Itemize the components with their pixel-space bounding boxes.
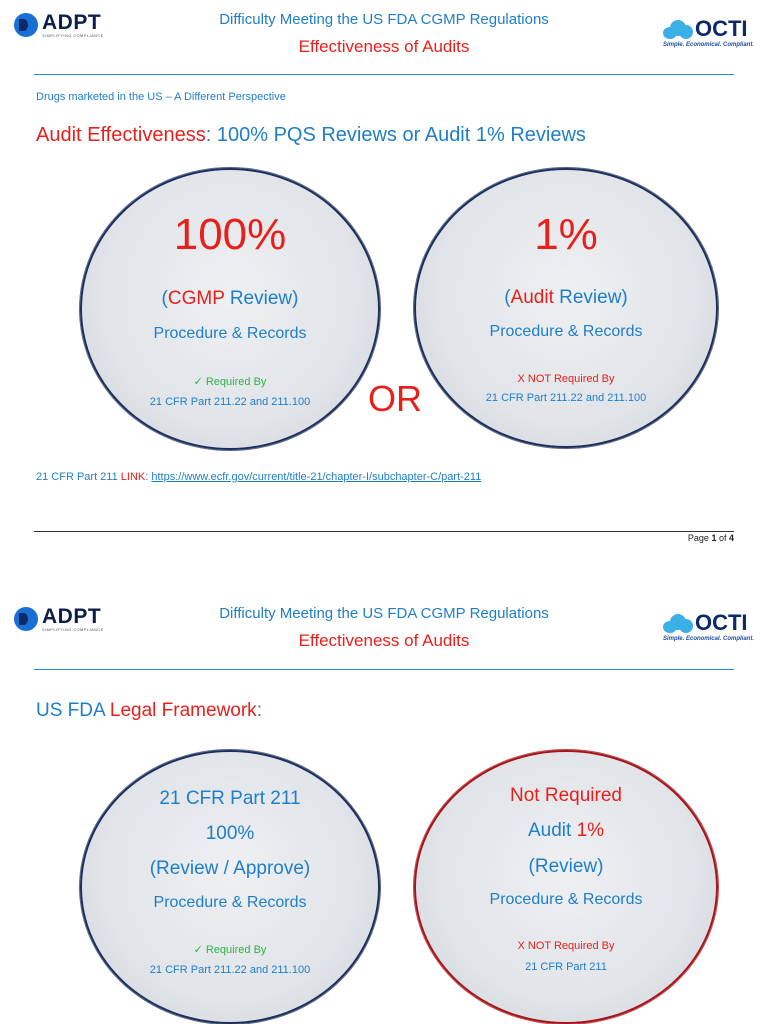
not-required-audit-circle: Not Required Audit 1% (Review) Procedure… bbox=[414, 750, 718, 1024]
octi-logo-name: OCTI bbox=[694, 610, 748, 635]
octi-logo-name: OCTI bbox=[694, 16, 748, 41]
adpt-logo-name: ADPT bbox=[42, 11, 102, 34]
header-title-line2: Effectiveness of Audits bbox=[298, 37, 470, 56]
page-heading: Audit Effectiveness: 100% PQS Reviews or… bbox=[36, 124, 586, 147]
cfr-part-211-circle: 21 CFR Part 211 100% (Review / Approve) … bbox=[80, 750, 380, 1024]
check-icon: ✓ bbox=[193, 376, 203, 388]
ecfr-link[interactable]: https://www.ecfr.gov/current/title-21/ch… bbox=[151, 471, 482, 483]
cfr-link-line: 21 CFR Part 211 LINK: https://www.ecfr.g… bbox=[36, 471, 482, 483]
header-divider bbox=[34, 74, 734, 75]
circle-review-label: (CGMP Review) bbox=[161, 288, 299, 309]
cgmp-review-circle: 100% (CGMP Review) Procedure & Records ✓… bbox=[80, 168, 380, 450]
octi-logo-tagline: Simple. Economical. Compliant. bbox=[662, 42, 754, 48]
circle-procedure-records: Procedure & Records bbox=[153, 894, 307, 911]
circle-required-by: ✓ Required By bbox=[193, 376, 267, 388]
or-text: OR bbox=[368, 378, 422, 419]
check-icon: ✓ bbox=[193, 944, 203, 956]
circle-procedure-records: Procedure & Records bbox=[153, 325, 307, 342]
header-divider bbox=[34, 669, 734, 670]
circle-line-3: (Review) bbox=[528, 856, 604, 877]
circle-line-2: 100% bbox=[205, 823, 255, 844]
circle-big-percent: 1% bbox=[534, 210, 598, 259]
document-page-1: ADPT SIMPLIFYING COMPLIANCE Difficulty M… bbox=[14, 11, 754, 543]
header-title-line1: Difficulty Meeting the US FDA CGMP Regul… bbox=[219, 605, 549, 622]
circle-not-required-by: X NOT Required By bbox=[517, 373, 615, 385]
circle-line-3: (Review / Approve) bbox=[149, 858, 311, 879]
page-heading: US FDA Legal Framework: bbox=[36, 700, 262, 721]
octi-logo: OCTI Simple. Economical. Compliant. bbox=[662, 16, 754, 48]
circle-cfr-reference: 21 CFR Part 211 bbox=[525, 961, 607, 973]
circle-big-percent: 100% bbox=[173, 210, 287, 259]
circle-review-label: (Audit Review) bbox=[504, 287, 628, 308]
link-label: LINK bbox=[120, 471, 146, 483]
circle-line-2: Audit 1% bbox=[527, 820, 605, 841]
adpt-logo-icon bbox=[14, 607, 38, 631]
circle-line-1: 21 CFR Part 211 bbox=[159, 788, 301, 809]
page-number: Page 1 of 4 bbox=[687, 533, 734, 543]
footer-divider bbox=[34, 531, 734, 532]
document-page-2: ADPT SIMPLIFYING COMPLIANCE Difficulty M… bbox=[0, 592, 768, 1024]
heading-blue-part: 100% PQS Reviews or Audit 1% Reviews bbox=[211, 124, 586, 146]
heading-red-part: Audit Effectiveness bbox=[36, 124, 206, 146]
cloud-icon bbox=[662, 19, 693, 39]
circle-cfr-reference: 21 CFR Part 211.22 and 211.100 bbox=[149, 964, 311, 976]
circle-procedure-records: Procedure & Records bbox=[489, 891, 643, 908]
header-title-line2: Effectiveness of Audits bbox=[298, 631, 470, 650]
circle-cfr-reference: 21 CFR Part 211.22 and 211.100 bbox=[485, 392, 647, 404]
page-subtitle: Drugs marketed in the US – A Different P… bbox=[36, 91, 286, 103]
cloud-icon bbox=[662, 613, 693, 633]
adpt-logo-icon bbox=[14, 13, 38, 37]
circle-procedure-records: Procedure & Records bbox=[489, 323, 643, 340]
adpt-logo-tagline: SIMPLIFYING COMPLIANCE bbox=[42, 33, 104, 38]
audit-review-circle: 1% (Audit Review) Procedure & Records X … bbox=[414, 168, 718, 448]
adpt-logo: ADPT SIMPLIFYING COMPLIANCE bbox=[14, 606, 104, 632]
heading-colon: : bbox=[205, 124, 212, 146]
circle-line-1: Not Required bbox=[510, 785, 622, 806]
circle-not-required-by: X NOT Required By bbox=[517, 940, 615, 952]
header-title-line1: Difficulty Meeting the US FDA CGMP Regul… bbox=[219, 11, 549, 28]
adpt-logo-name: ADPT bbox=[42, 605, 102, 628]
circle-cfr-reference: 21 CFR Part 211.22 and 211.100 bbox=[149, 396, 311, 408]
adpt-logo: ADPT SIMPLIFYING COMPLIANCE bbox=[14, 12, 104, 38]
adpt-logo-tagline: SIMPLIFYING COMPLIANCE bbox=[42, 627, 104, 632]
circle-required-by: ✓ Required By bbox=[193, 944, 267, 956]
octi-logo: OCTI Simple. Economical. Compliant. bbox=[662, 610, 754, 642]
octi-logo-tagline: Simple. Economical. Compliant. bbox=[662, 636, 754, 642]
